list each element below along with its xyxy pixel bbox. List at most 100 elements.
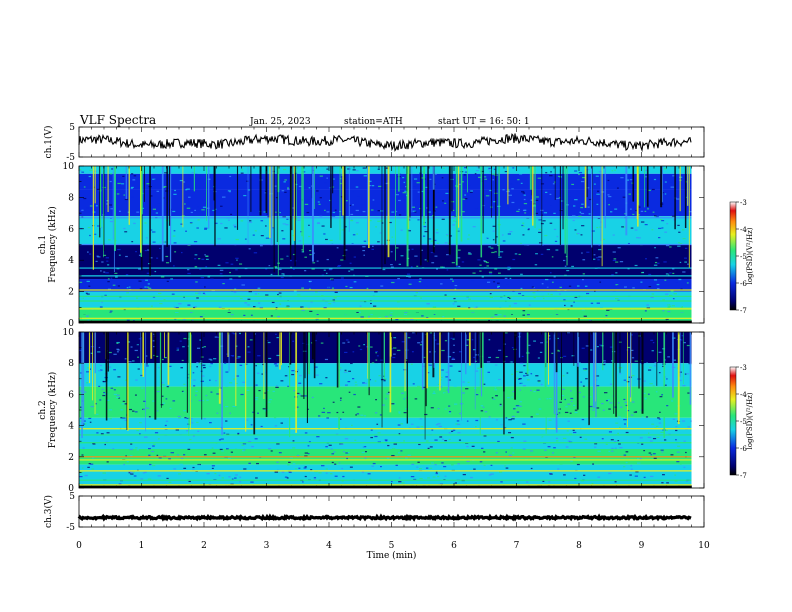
s1-noise: [110, 277, 113, 279]
s2-noise: [451, 464, 454, 466]
s2-noise: [687, 481, 692, 483]
s2-noise: [435, 471, 438, 473]
s1-noise: [377, 220, 381, 222]
s2-noise: [198, 399, 203, 402]
s2-noise: [424, 413, 428, 416]
s1-noise: [377, 168, 380, 170]
s1-noise: [578, 215, 582, 217]
s2-noise: [429, 351, 431, 353]
s1-noise: [89, 169, 93, 171]
s2-noise: [186, 417, 190, 420]
s1-noise: [201, 258, 205, 260]
s2-noise: [292, 340, 295, 342]
s1-noise: [187, 238, 191, 240]
s2-noise: [87, 466, 90, 468]
s1-noise: [545, 191, 548, 193]
s2-noise: [589, 405, 593, 408]
s1-noise: [110, 208, 113, 210]
s1-noise: [599, 281, 602, 283]
s1-noise: [250, 269, 253, 271]
s1-noise: [483, 237, 488, 240]
s2-noise: [392, 356, 396, 359]
s1-noise: [247, 189, 251, 191]
s2-noise: [386, 393, 390, 395]
s1-noise: [658, 316, 662, 318]
s2-noise: [98, 346, 101, 349]
s2-noise: [374, 412, 378, 414]
s2-noise: [166, 477, 169, 480]
s1-noise: [97, 225, 101, 227]
s2-noise: [687, 392, 690, 394]
s2-noise: [528, 344, 531, 346]
s2-noise: [129, 408, 133, 411]
s2-noise: [525, 396, 527, 398]
s2-noise: [344, 351, 348, 354]
s1-noise: [118, 309, 122, 311]
s1-noise: [196, 297, 199, 299]
s2-noise: [445, 376, 449, 378]
s2-noise: [307, 408, 309, 410]
s1-noise: [309, 183, 312, 185]
s1-noise: [644, 210, 647, 212]
s1-noise: [377, 241, 380, 243]
s2-noise: [625, 451, 629, 453]
s2-noise: [505, 417, 508, 419]
s2-noise: [294, 468, 298, 470]
s2-noise: [570, 400, 573, 403]
s1-noise: [489, 189, 493, 192]
s1-noise: [87, 251, 89, 253]
s2-noise: [429, 353, 433, 355]
s2-noise: [225, 385, 229, 388]
s2-noise: [391, 348, 393, 350]
s1-noise: [527, 228, 530, 230]
s2-noise: [585, 345, 590, 347]
s2-noise: [477, 367, 480, 369]
s2-noise: [574, 396, 577, 399]
s1-ytick-label: 4: [68, 256, 74, 266]
s1-noise: [137, 279, 139, 281]
s1-noise: [429, 178, 432, 180]
s1-noise: [661, 220, 665, 222]
s2-noise: [618, 443, 621, 445]
s1-noise: [578, 173, 580, 176]
s2-noise: [116, 351, 119, 353]
s1-noise: [657, 259, 660, 261]
s2-noise: [157, 438, 160, 440]
s1-noise: [349, 204, 352, 207]
s1-noise: [533, 272, 536, 274]
s1-noise: [308, 235, 311, 238]
s1-noise: [194, 266, 198, 268]
s2-noise: [225, 420, 228, 422]
s1-noise: [356, 260, 359, 262]
s1-noise: [158, 247, 161, 250]
s1-noise: [152, 296, 156, 298]
s1-noise: [367, 296, 370, 298]
s1-noise: [403, 313, 408, 315]
s1-noise: [470, 238, 474, 240]
s2-noise: [205, 394, 208, 397]
s2-noise: [411, 463, 415, 465]
start-time-label: start UT = 16: 50: 1: [438, 117, 530, 127]
s1-noise: [332, 253, 335, 255]
s2-noise: [559, 401, 562, 403]
s2-noise: [134, 411, 138, 413]
s1-noise: [292, 253, 296, 256]
s2-noise: [304, 455, 308, 457]
s2-noise: [435, 424, 439, 426]
s1-noise: [451, 225, 454, 227]
s1-noise: [580, 234, 583, 236]
s1-noise: [253, 252, 258, 254]
s1-noise: [644, 310, 647, 312]
s1-noise: [362, 210, 366, 213]
s2-noise: [623, 423, 626, 425]
s1-noise: [596, 302, 600, 304]
s1-noise: [292, 234, 295, 237]
s2-noise: [192, 372, 195, 374]
s1-noise: [425, 266, 429, 269]
s1-noise: [199, 316, 203, 318]
s1-noise: [549, 205, 552, 207]
s2-noise: [175, 341, 179, 343]
s1-noise: [350, 219, 354, 222]
s1-noise: [92, 211, 96, 213]
s1-noise: [508, 305, 511, 307]
